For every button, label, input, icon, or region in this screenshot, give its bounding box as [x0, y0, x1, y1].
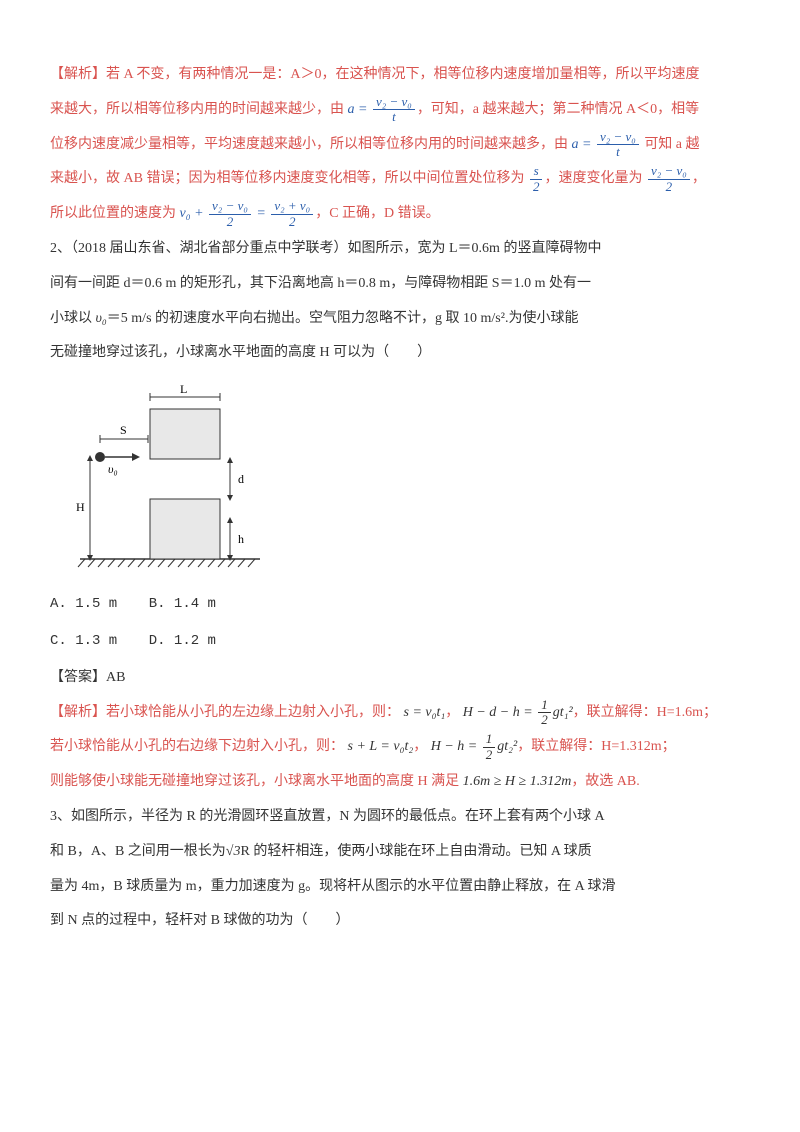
formula-mid: v₀ + v₂ − v₀2 = v₂ + v₀2	[180, 206, 316, 221]
analysis-2-l2: 若小球恰能从小孔的右边缘下边射入小孔，则： s + L = v₀t₂， H − …	[50, 732, 750, 763]
a1-line2: 来越大，所以相等位移内用的时间越来越少，由 a = v₂ − v₀t，可知，a …	[50, 95, 750, 126]
analysis-2-l1: 【解析】若小球恰能从小孔的左边缘上边射入小孔，则： s = v₀t₁， H − …	[50, 698, 750, 729]
sqrt3: √3	[226, 844, 241, 859]
q3-l2: 和 B，A、B 之间用一根长为√3R 的轻杆相连，使两小球能在环上自由滑动。已知…	[50, 837, 750, 868]
a1-line5: 所以此位置的速度为 v₀ + v₂ − v₀2 = v₂ + v₀2，C 正确，…	[50, 199, 750, 230]
option-c: C. 1.3 m	[50, 626, 117, 657]
label-L: L	[180, 382, 187, 396]
formula-a1: a = v₂ − v₀t	[348, 102, 417, 117]
q2-answer: 【答案】AB	[50, 663, 750, 694]
q2-line2: 间有一间距 d＝0.6 m 的矩形孔，其下沿离地高 h＝0.8 m，与障碍物相距…	[50, 269, 750, 300]
eq-s2: s + L = v₀t₂	[348, 739, 414, 754]
q2-line4: 无碰撞地穿过该孔，小球离水平地面的高度 H 可以为（ ）	[50, 338, 750, 369]
formula-a2: a = v₂ − v₀t	[572, 137, 641, 152]
analysis-2-l3: 则能够使小球能无碰撞地穿过该孔，小球离水平地面的高度 H 满足 1.6m ≥ H…	[50, 767, 750, 798]
label-S: S	[120, 423, 127, 437]
option-d: D. 1.2 m	[149, 626, 216, 657]
label-H: H	[76, 500, 85, 514]
analysis-label: 【解析】	[50, 67, 106, 82]
q3-l1: 3、如图所示，半径为 R 的光滑圆环竖直放置，N 为圆环的最低点。在环上套有两个…	[50, 802, 750, 833]
formula-s2: s2	[528, 171, 545, 186]
a1-line3: 位移内速度减少量相等，平均速度越来越小，所以相等位移内用的时间越来越多，由 a …	[50, 130, 750, 161]
label-d: d	[238, 472, 244, 486]
range: 1.6m ≥ H ≥ 1.312m	[463, 774, 572, 789]
eq-h1: H − d − h = 12gt₁²	[463, 705, 573, 720]
q3-l3: 量为 4m，B 球质量为 m，重力加速度为 g。现将杆从图示的水平位置由静止释放…	[50, 872, 750, 903]
a1-p1a: 若 A 不变，有两种情况一是：A＞0，在这种情况下，相等位移内速度增加量相等，所…	[106, 67, 699, 82]
q2-options-row1: A. 1.5 m B. 1.4 m	[50, 589, 750, 620]
q3-l4: 到 N 点的过程中，轻杆对 B 球做的功为（ ）	[50, 906, 750, 937]
label-h: h	[238, 532, 244, 546]
a1-line4: 来越小，故 AB 错误；因为相等位移内速度变化相等，所以中间位置处位移为 s2，…	[50, 164, 750, 195]
eq-s1: s = v₀t₁	[404, 705, 446, 720]
label-v0: υ₀	[108, 462, 118, 476]
q2-line3: 小球以 υ₀＝5 m/s 的初速度水平向右抛出。空气阻力忽略不计，g 取 10 …	[50, 304, 750, 335]
projectile-diagram: L S υ₀ H d h	[70, 379, 270, 579]
eq-h2: H − h = 12gt₂²	[431, 739, 517, 754]
analysis-1: 【解析】若 A 不变，有两种情况一是：A＞0，在这种情况下，相等位移内速度增加量…	[50, 60, 750, 91]
option-b: B. 1.4 m	[149, 589, 216, 620]
q2-line1: 2、（2018 届山东省、湖北省部分重点中学联考）如图所示，宽为 L＝0.6m …	[50, 234, 750, 265]
q2-options-row2: C. 1.3 m D. 1.2 m	[50, 626, 750, 657]
v0-symbol: υ₀	[96, 311, 107, 326]
formula-dv: v₂ − v₀2	[646, 171, 692, 186]
option-a: A. 1.5 m	[50, 589, 117, 620]
